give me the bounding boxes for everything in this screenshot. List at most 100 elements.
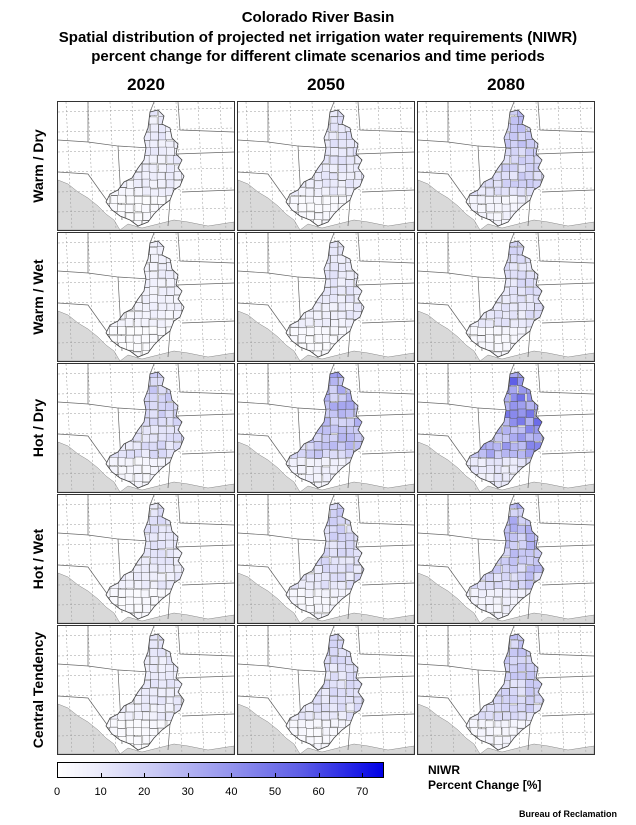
sub-basin-cell	[526, 671, 535, 680]
sub-basin-cell	[305, 605, 315, 614]
state-boundary	[535, 413, 594, 417]
sub-basin-cell	[109, 572, 118, 582]
sub-basin-cell	[329, 294, 339, 303]
sub-basin-cell	[148, 325, 158, 335]
sub-basin-cell	[510, 639, 520, 649]
state-boundary	[87, 665, 121, 707]
map-panel-hot-dry-2080	[417, 363, 595, 493]
sub-basin-cell	[117, 378, 126, 387]
sub-basin-cell	[466, 449, 470, 458]
sub-basin-cell	[125, 596, 134, 606]
sub-basin-cell	[306, 286, 315, 295]
sub-basin-cell	[174, 687, 183, 697]
sub-basin-cell	[466, 425, 470, 434]
sub-basin-cell	[525, 679, 534, 688]
sub-basin-cell	[330, 122, 339, 132]
sub-basin-cell	[322, 196, 332, 205]
sub-basin-cell	[321, 589, 331, 599]
sub-basin-cell	[133, 285, 142, 295]
sub-basin-cell	[345, 638, 354, 648]
sub-basin-cell	[126, 449, 135, 459]
sub-basin-cell	[106, 139, 110, 148]
sub-basin-cell	[297, 719, 307, 729]
sub-basin-cell	[181, 327, 184, 337]
sub-basin-cell	[298, 394, 308, 403]
sub-basin-cell	[157, 196, 166, 205]
sub-basin-cell	[542, 393, 544, 402]
sub-basin-cell	[493, 726, 502, 736]
sub-basin-cell	[297, 278, 307, 287]
sub-basin-cell	[166, 302, 176, 312]
sub-basin-cell	[533, 433, 542, 442]
sub-basin-cell	[158, 426, 167, 435]
map-panel-hot-wet-2020	[57, 494, 235, 624]
sub-basin-cell	[494, 378, 503, 387]
sub-basin-cell	[526, 473, 535, 482]
sub-basin-cell	[540, 263, 544, 272]
sub-basin-cell	[305, 548, 314, 558]
sub-basin-cell	[134, 110, 143, 117]
sub-basin-cell	[534, 532, 543, 541]
state-boundary	[447, 272, 481, 314]
sub-basin-cell	[329, 164, 338, 173]
sub-basin-cell	[133, 603, 143, 613]
sub-basin-cell	[345, 532, 355, 542]
sub-basin-cell	[469, 555, 478, 565]
sub-basin-cell	[305, 335, 314, 345]
state-boundary	[329, 364, 335, 375]
sub-basin-cell	[312, 663, 322, 672]
sub-basin-cell	[346, 241, 355, 247]
sub-basin-cell	[345, 571, 355, 581]
sub-basin-cell	[533, 115, 542, 124]
sub-basin-cell	[466, 180, 471, 189]
sub-basin-cell	[466, 703, 471, 712]
sub-basin-cell	[541, 294, 544, 304]
sub-basin-cell	[181, 588, 184, 597]
sub-basin-cell	[466, 442, 470, 451]
sub-basin-cell	[108, 549, 118, 558]
sub-basin-cell	[181, 473, 184, 482]
sub-basin-cell	[337, 736, 347, 745]
sub-basin-cell	[286, 417, 291, 426]
sub-basin-cell	[106, 425, 112, 434]
sub-basin-cell	[508, 557, 518, 566]
sub-basin-cell	[149, 656, 159, 665]
sub-basin-cell	[329, 377, 339, 386]
sub-basin-cell	[125, 372, 134, 379]
sub-basin-cell	[290, 515, 300, 525]
sub-basin-cell	[542, 663, 544, 672]
sub-basin-cell	[485, 548, 494, 557]
sub-basin-cell	[141, 204, 151, 213]
state-boundary	[477, 276, 511, 280]
sub-basin-cell	[313, 703, 322, 713]
state-boundary	[347, 461, 351, 489]
sub-basin-cell	[148, 441, 158, 451]
sub-basin-cell	[286, 241, 292, 247]
sub-basin-cell	[466, 241, 471, 248]
sub-basin-cell	[290, 634, 299, 641]
sub-basin-cell	[484, 687, 494, 697]
sub-basin-cell	[494, 450, 503, 460]
sub-basin-cell	[346, 195, 355, 205]
sub-basin-cell	[362, 327, 364, 336]
sub-basin-cell	[118, 262, 127, 272]
sub-basin-cell	[109, 426, 119, 435]
sub-basin-cell	[109, 278, 118, 287]
state-boundary	[181, 320, 234, 324]
sub-basin-cell	[313, 343, 323, 352]
sub-basin-cell	[156, 704, 166, 713]
sub-basin-cell	[126, 703, 135, 713]
sub-basin-cell	[117, 326, 127, 335]
sub-basin-cell	[509, 202, 519, 212]
sub-basin-cell	[290, 164, 299, 173]
sub-basin-cell	[286, 155, 290, 164]
mexico-region	[479, 219, 594, 230]
sub-basin-cell	[329, 564, 338, 573]
sub-basin-cell	[286, 148, 290, 158]
sub-basin-cell	[126, 341, 135, 351]
state-boundary	[357, 626, 414, 657]
sub-basin-cell	[110, 286, 119, 295]
sub-basin-cell	[360, 663, 364, 672]
sub-basin-cell	[182, 634, 184, 642]
state-boundary	[267, 534, 301, 576]
